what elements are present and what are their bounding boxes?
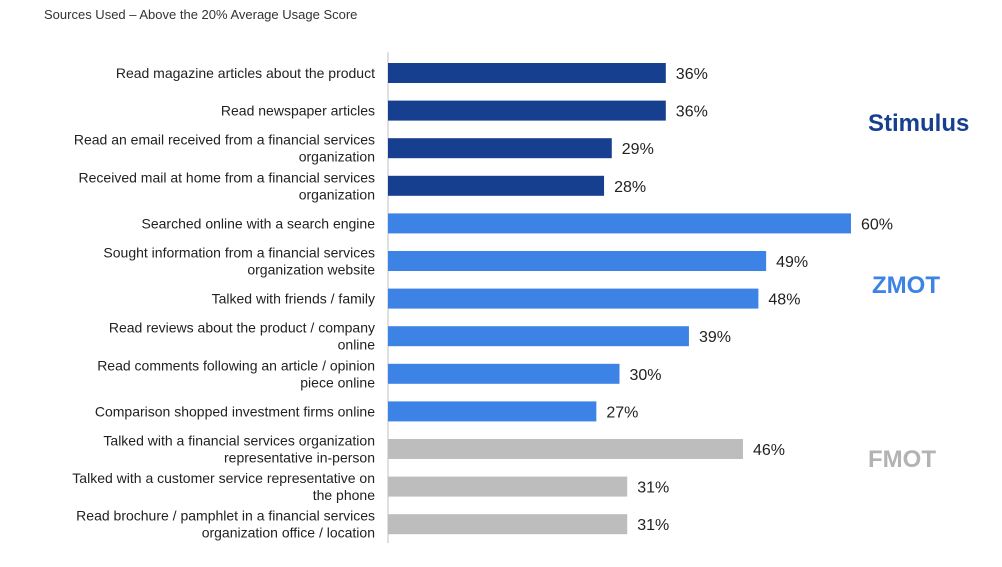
category-label: organization [299,149,375,165]
bar [388,288,759,309]
data-label: 28% [614,179,646,196]
category-label: Talked with a financial services organiz… [103,433,375,449]
category-label: Read magazine articles about the product [116,65,375,81]
data-label: 30% [630,367,662,384]
category-label: Read reviews about the product / company [109,320,375,336]
category-label: Searched online with a search engine [142,215,376,231]
category-label: organization website [247,262,375,278]
group-label: ZMOT [872,272,940,299]
category-label: Read an email received from a financial … [74,132,375,148]
bar [388,175,605,196]
bar [388,439,743,459]
category-label: online [338,337,376,353]
bar [388,213,851,234]
bar [388,514,628,535]
bar [388,326,689,347]
category-label: Received mail at home from a financial s… [79,169,375,185]
bar [388,363,620,384]
category-label: representative in-person [224,450,375,466]
category-label: organization [299,186,375,202]
category-label: Sought information from a financial serv… [103,245,375,261]
data-label: 27% [606,404,638,421]
bar [388,63,666,83]
category-label: the phone [313,487,375,503]
category-label: Read comments following an article / opi… [97,357,375,373]
category-label: piece online [300,374,375,390]
category-label: Talked with friends / family [212,291,375,307]
data-label: 39% [699,329,731,346]
bar [388,251,767,271]
data-label: 46% [753,442,785,459]
data-label: 48% [768,292,800,309]
bar [388,138,612,159]
data-label: 31% [637,517,669,534]
category-label: organization office / location [202,525,375,541]
chart-title: Sources Used – Above the 20% Average Usa… [44,7,358,22]
bar [388,100,666,121]
bar [388,401,597,422]
category-label: Read newspaper articles [221,103,375,119]
data-label: 29% [622,141,654,158]
category-label: Comparison shopped investment firms onli… [95,403,375,419]
bar [388,476,628,497]
data-label: 49% [776,254,808,271]
category-label: Read brochure / pamphlet in a financial … [76,508,375,524]
data-label: 36% [676,66,708,83]
group-label: FMOT [868,446,936,473]
data-label: 60% [861,216,893,233]
category-label: Talked with a customer service represent… [72,470,375,486]
group-label: Stimulus [868,110,969,137]
data-label: 31% [637,480,669,497]
data-label: 36% [676,104,708,121]
